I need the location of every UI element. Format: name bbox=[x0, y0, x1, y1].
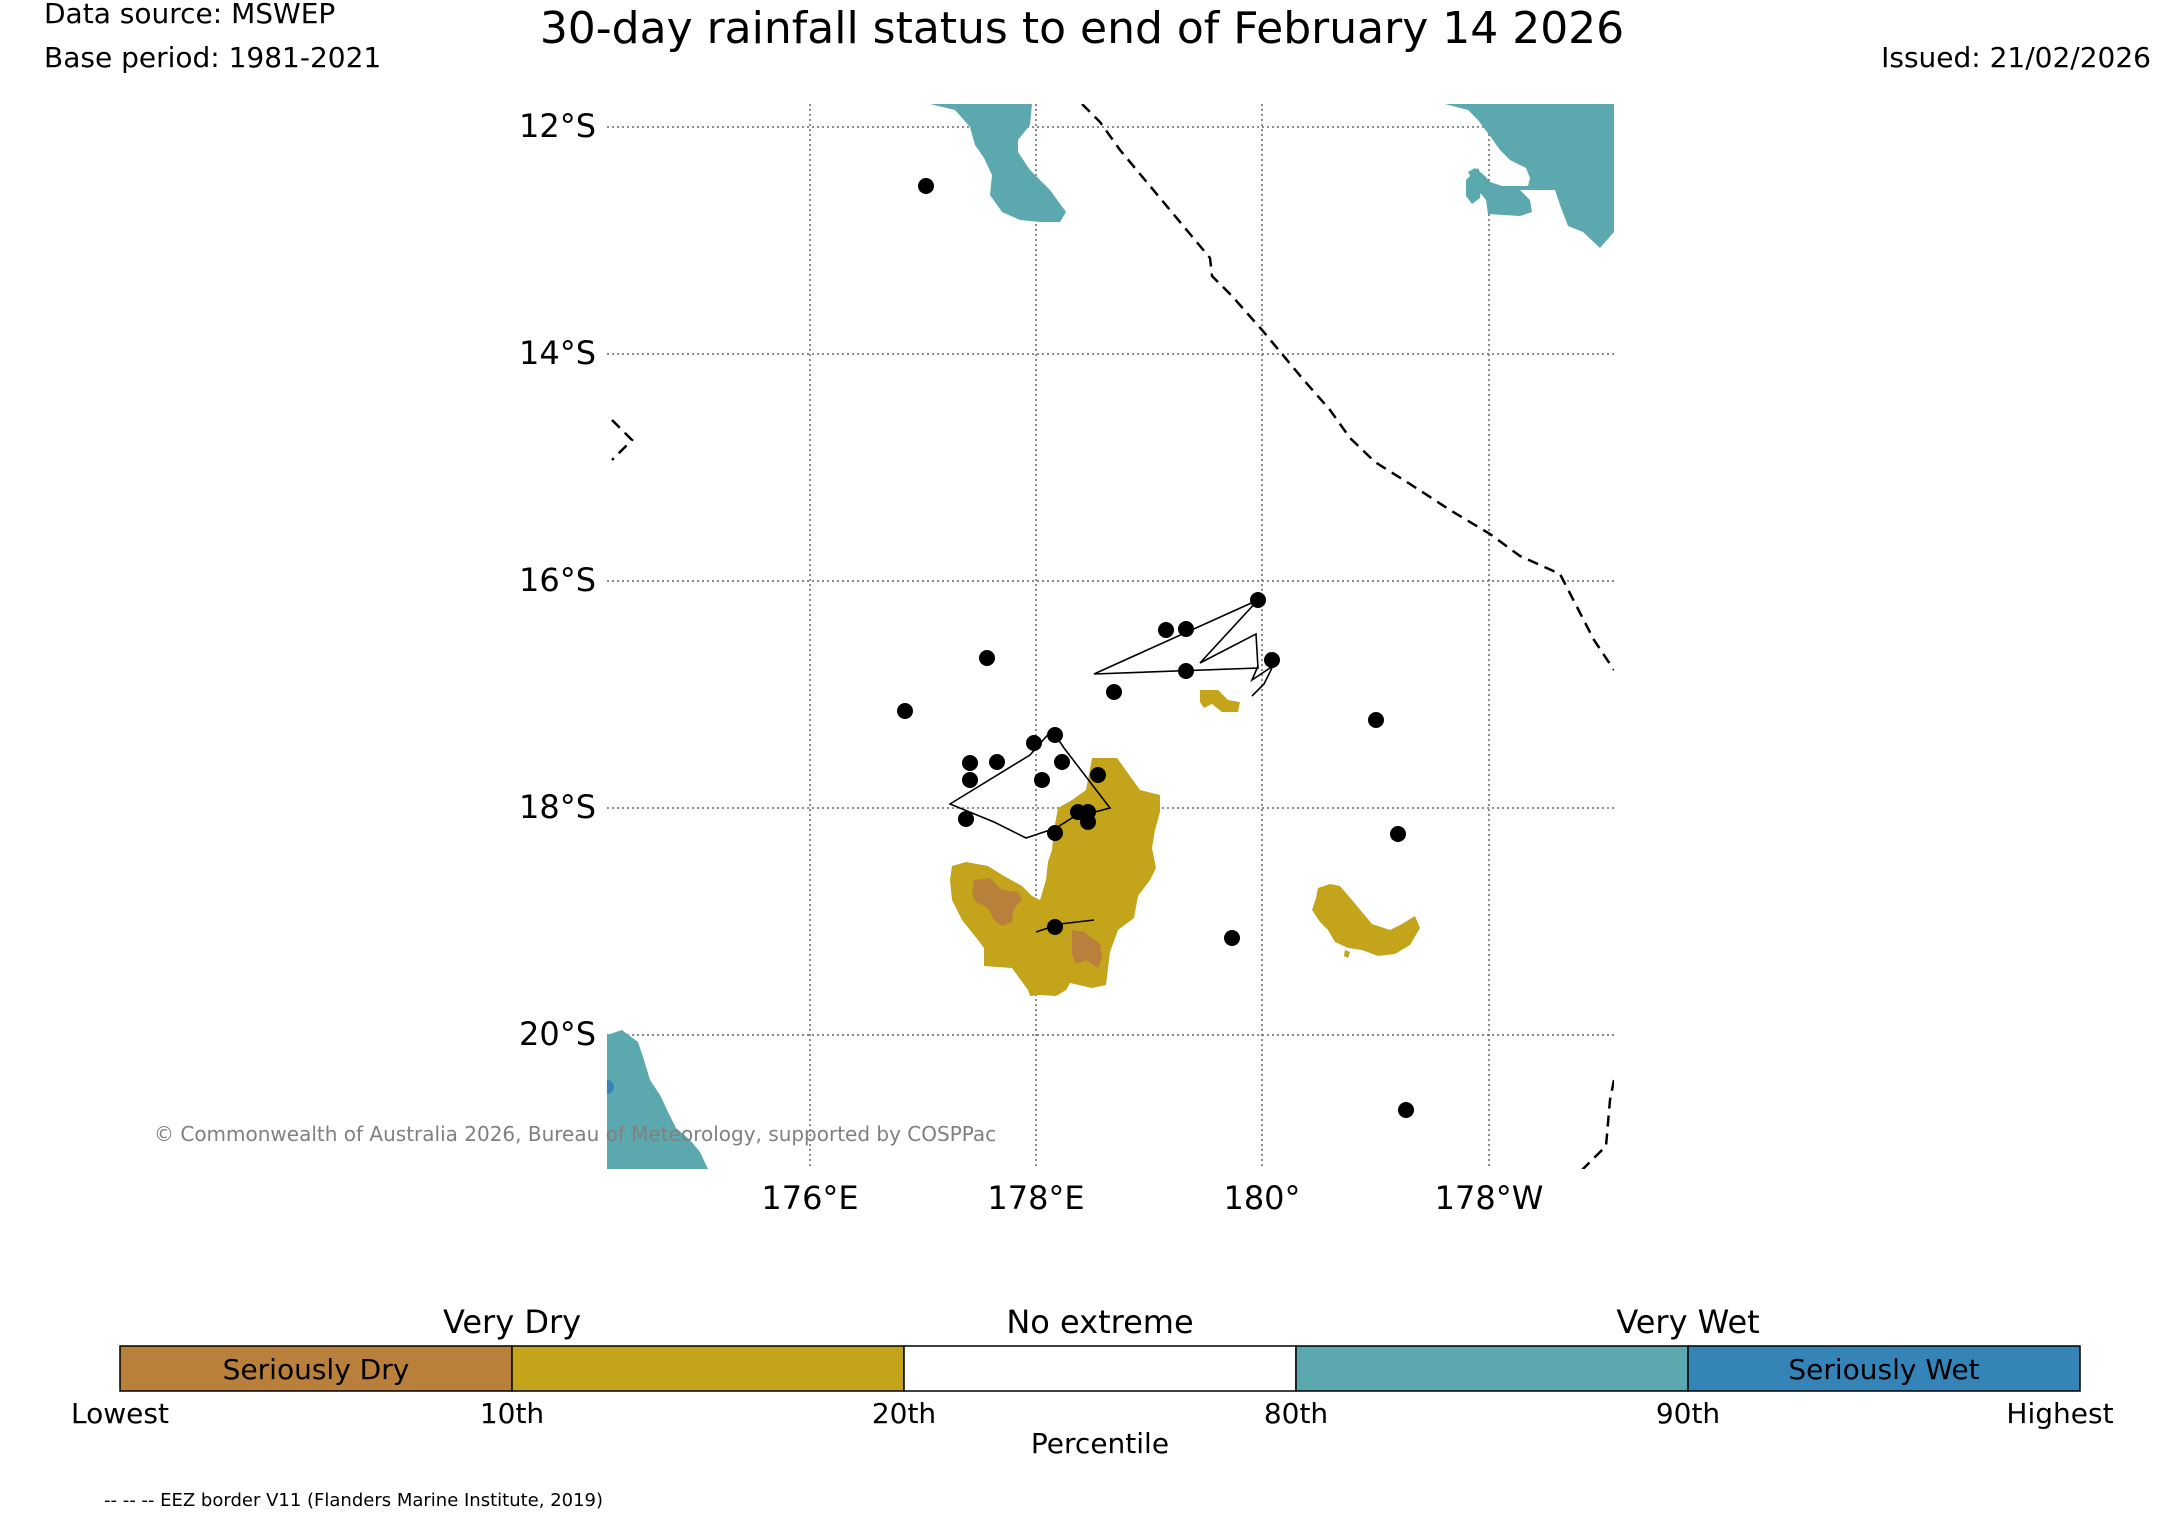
lon-label: 180° bbox=[1223, 1179, 1301, 1217]
legend-no-extreme-box bbox=[903, 1345, 1297, 1392]
legend-axis-label: Percentile bbox=[1030, 1427, 1170, 1460]
lat-label: 20°S bbox=[518, 1015, 596, 1053]
page-title: 30-day rainfall status to end of Februar… bbox=[539, 3, 1625, 54]
seriously-dry-regions bbox=[972, 878, 1102, 968]
legend-tick-label: 90th bbox=[1655, 1397, 1721, 1430]
legend-tick-label: Lowest bbox=[71, 1397, 169, 1430]
legend-tick-label: 20th bbox=[871, 1397, 937, 1430]
rain-stations bbox=[897, 178, 1414, 1118]
eez-footnote: -- -- -- EEZ border V11 (Flanders Marine… bbox=[104, 1490, 604, 1511]
lon-label: 178°W bbox=[1434, 1179, 1544, 1217]
legend-group-no-extreme: No extreme bbox=[1006, 1303, 1194, 1341]
very-wet-regions bbox=[607, 104, 1614, 1169]
legend-very-dry-box bbox=[511, 1345, 905, 1392]
legend-tick-label: 10th bbox=[479, 1397, 545, 1430]
seriously-wet-cell bbox=[607, 1080, 614, 1094]
legend-seriously-dry-box bbox=[119, 1345, 513, 1392]
legend-seriously-wet-label: Seriously Wet bbox=[1788, 1353, 1980, 1386]
issued-date-label: Issued: 21/02/2026 bbox=[1881, 41, 2151, 74]
lat-label: 12°S bbox=[518, 107, 596, 145]
very-dry-regions bbox=[950, 690, 1420, 996]
legend-very-wet-box bbox=[1295, 1345, 1689, 1392]
lon-label: 176°E bbox=[761, 1179, 859, 1217]
data-source-label: Data source: MSWEP bbox=[44, 0, 336, 30]
eez-border bbox=[611, 104, 1614, 1169]
lat-label: 16°S bbox=[518, 561, 596, 599]
legend-tick-label: 80th bbox=[1263, 1397, 1329, 1430]
lat-label: 18°S bbox=[518, 788, 596, 826]
lon-label: 178°E bbox=[987, 1179, 1085, 1217]
legend-colorbar bbox=[119, 1345, 2081, 1392]
legend-tick-label: Highest bbox=[2006, 1397, 2114, 1430]
lat-label: 14°S bbox=[518, 334, 596, 372]
legend-seriously-wet-box bbox=[1687, 1345, 2081, 1392]
legend-group-very-dry: Very Dry bbox=[442, 1303, 582, 1341]
base-period-label: Base period: 1981-2021 bbox=[44, 41, 382, 74]
legend-group-very-wet: Very Wet bbox=[1616, 1303, 1760, 1341]
graticule bbox=[607, 104, 1614, 1169]
legend-seriously-dry-label: Seriously Dry bbox=[222, 1353, 410, 1386]
copyright-notice: © Commonwealth of Australia 2026, Bureau… bbox=[154, 1122, 997, 1146]
